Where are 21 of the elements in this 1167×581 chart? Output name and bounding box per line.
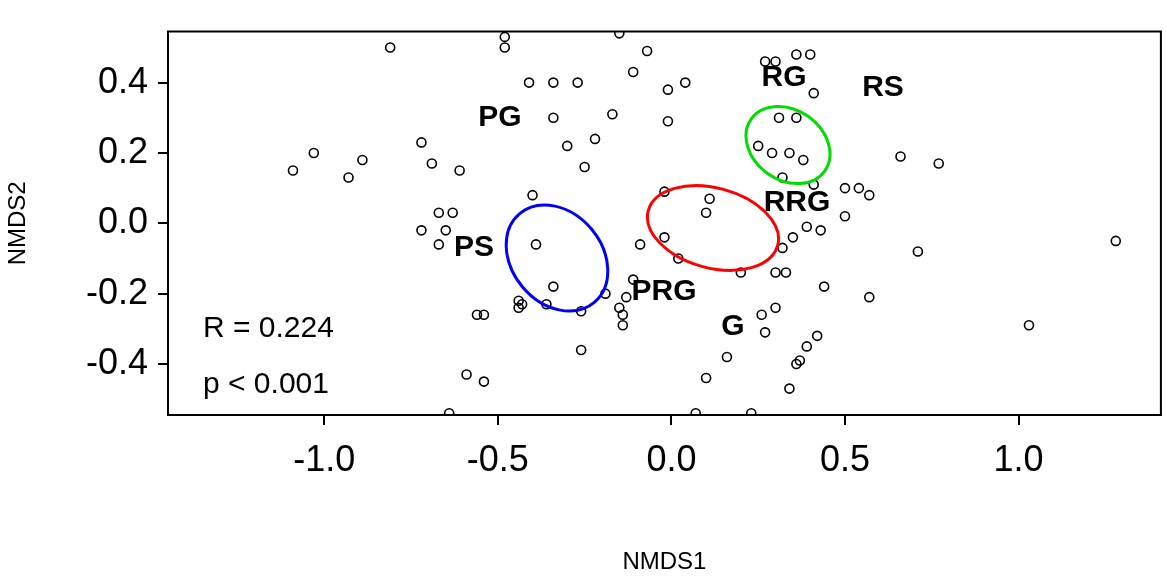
x-tick-label: 0.5 [819, 437, 870, 479]
x-tick-label: -0.5 [466, 437, 529, 479]
x-tick-label: 1.0 [993, 437, 1044, 479]
annotation: RRG [763, 184, 831, 218]
annotation: RS [862, 69, 904, 103]
x-tick-label: 0.0 [646, 437, 697, 479]
annotation: PS [453, 229, 495, 263]
y-axis-title: NMDS2 [3, 181, 31, 266]
annotation: PG [478, 99, 522, 133]
annotation: G [721, 308, 745, 342]
y-tick-label: -0.4 [85, 340, 148, 382]
y-tick-label: -0.2 [85, 270, 148, 312]
y-tick-label: 0.0 [97, 200, 148, 242]
x-axis-title: NMDS1 [622, 547, 707, 575]
annotation: RG [761, 59, 807, 93]
y-tick-label: 0.2 [97, 129, 148, 171]
annotation: PRG [631, 273, 697, 307]
x-tick-label: -1.0 [293, 437, 356, 479]
annotation: p < 0.001 [203, 366, 329, 400]
annotation: R = 0.224 [203, 310, 334, 344]
y-tick-label: 0.4 [97, 59, 148, 101]
